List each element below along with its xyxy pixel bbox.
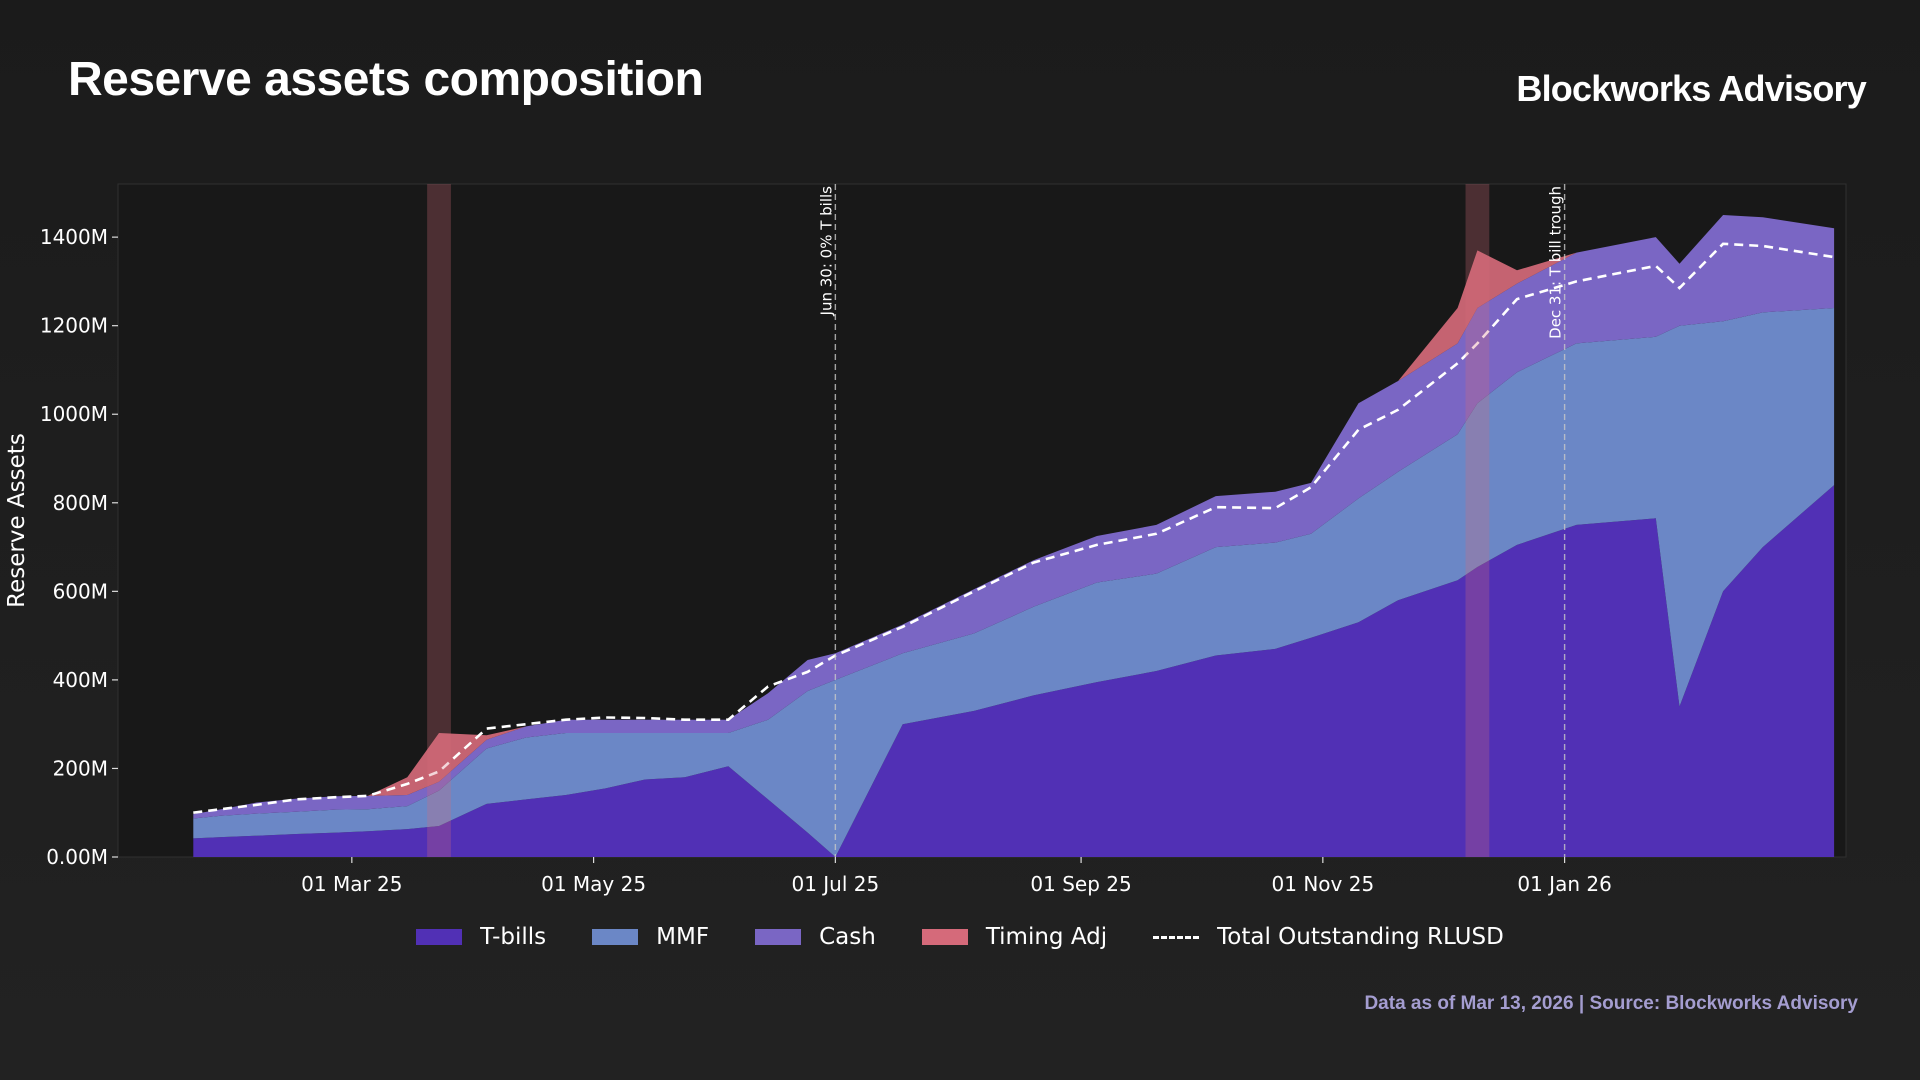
- highlight-band-2: [1465, 184, 1490, 857]
- x-tick-label: 01 Mar 25: [301, 872, 402, 896]
- legend-label-timing: Timing Adj: [985, 924, 1108, 950]
- legend-item-cash: Cash: [755, 924, 876, 950]
- x-tick-label: 01 Sep 25: [1030, 872, 1131, 896]
- legend-label-tbills: T-bills: [480, 924, 547, 950]
- y-tick-label: 400M: [53, 668, 108, 692]
- area-mmf: MMF: [193, 308, 1835, 857]
- legend-label-cash: Cash: [819, 924, 876, 950]
- area-cash: Cash: [193, 215, 1835, 819]
- area-t-bills: T-bills: [193, 485, 1835, 857]
- legend-item-mmf: MMF: [592, 924, 709, 950]
- legend-label-mmf: MMF: [656, 924, 710, 950]
- x-tick-label: 01 Jan 26: [1517, 872, 1611, 896]
- y-tick-label: 1000M: [40, 402, 108, 426]
- legend-swatch-total: [1153, 935, 1200, 939]
- legend-swatch-tbills: [416, 929, 463, 945]
- source-note: Data as of Mar 13, 2026 | Source: Blockw…: [1364, 993, 1858, 1014]
- legend-item-tbills: T-bills: [416, 924, 546, 950]
- legend: T-bills MMF Cash Timing Adj Total Outsta…: [0, 924, 1920, 950]
- x-tick-label: 01 Nov 25: [1272, 872, 1375, 896]
- y-tick-label: 800M: [53, 491, 108, 515]
- brand-logo: Blockworks Advisory: [1516, 68, 1866, 109]
- legend-swatch-timing: [921, 929, 968, 945]
- legend-swatch-mmf: [592, 929, 639, 945]
- y-axis-label: Reserve Assets: [4, 433, 30, 608]
- y-tick-label: 0.00M: [46, 845, 108, 869]
- x-tick-label: 01 May 25: [541, 872, 646, 896]
- legend-item-timing: Timing Adj: [921, 924, 1108, 950]
- y-tick-label: 1200M: [40, 314, 108, 338]
- y-tick-label: 1400M: [40, 225, 108, 249]
- annotation-label-2: Dec 31: T bill trough: [1547, 186, 1565, 339]
- annotation-label-1: Jun 30: 0% T bills: [817, 186, 835, 317]
- y-tick-label: 200M: [53, 756, 108, 780]
- legend-label-total: Total Outstanding RLUSD: [1217, 924, 1504, 950]
- total-outstanding-line: [193, 242, 1835, 814]
- chart-title: Reserve assets composition: [68, 53, 704, 106]
- y-tick-label: 600M: [53, 579, 108, 603]
- legend-swatch-cash: [755, 929, 802, 945]
- x-tick-label: 01 Jul 25: [791, 872, 879, 896]
- highlight-band-1: [427, 184, 451, 857]
- legend-item-total: Total Outstanding RLUSD: [1153, 924, 1504, 950]
